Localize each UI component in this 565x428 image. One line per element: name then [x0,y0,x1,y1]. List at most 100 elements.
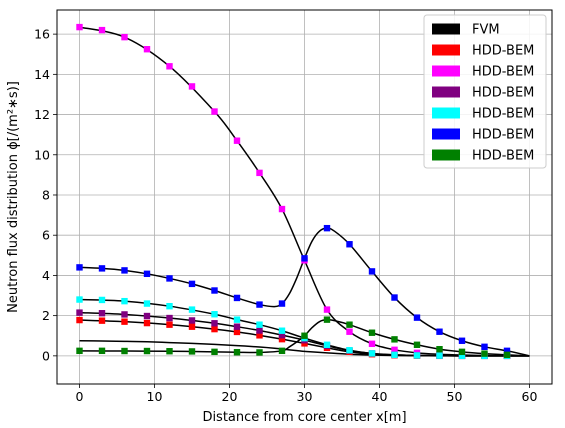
x-tick-label: 60 [522,389,538,404]
x-tick-label: 30 [297,389,313,404]
x-axis-label: Distance from core center x[m] [202,410,406,425]
data-point [323,341,331,348]
data-point [256,169,263,177]
data-point [166,63,173,70]
data-point [391,336,398,343]
ticks: 0 10 20 30 40 50 60 0 2 4 6 8 10 12 14 16 [34,27,537,404]
y-tick-label: 2 [42,308,50,323]
data-point [413,314,421,321]
data-point [121,311,128,318]
data-point [233,323,241,330]
data-point [233,328,241,336]
y-tick-label: 10 [34,147,50,162]
data-point [323,306,331,313]
data-point [166,314,173,322]
data-point [98,317,106,324]
data-point [211,325,218,333]
data-point [391,351,398,359]
data-point [278,335,286,343]
legend-swatch [432,65,460,77]
legend-label: HDD-BEM [472,149,534,164]
data-point [323,316,331,323]
data-point [211,108,218,115]
data-point [436,352,443,359]
data-point [166,321,173,328]
legend-label: HDD-BEM [472,65,534,80]
legend-swatch [432,86,460,98]
data-point [323,224,331,232]
data-point [98,347,106,355]
data-point [458,352,466,360]
data-point [368,340,376,347]
legend: FVM HDD-BEM HDD-BEM HDD-BEM HDD-BEM HDD-BEM HD… [423,14,547,169]
y-tick-label: 4 [42,268,50,283]
x-tick-label: 40 [372,389,388,404]
data-point [413,352,421,359]
y-tick-label: 0 [42,348,50,363]
data-point [278,331,286,339]
data-point [98,296,106,304]
data-point [211,311,218,318]
data-point [211,320,218,327]
legend-label: FVM [472,23,500,38]
data-point [188,348,196,355]
data-point [368,268,376,275]
data-point [481,343,488,351]
data-point [76,23,83,31]
data-point [121,33,128,41]
legend-swatch [432,128,460,140]
data-point [481,350,488,357]
data-point [143,319,151,327]
y-tick-label: 16 [34,27,50,42]
data-point [256,332,263,339]
data-point [166,275,173,282]
data-point [98,310,106,317]
legend-label: HDD-BEM [472,86,534,101]
data-point [211,348,218,356]
y-tick-label: 8 [42,187,50,202]
legend-label: HDD-BEM [472,107,534,122]
data-point [346,347,353,354]
data-point [121,297,128,305]
data-point [278,327,286,334]
data-point [121,318,128,325]
y-axis-label: Neutron flux distribution ϕ[/(m²∗s)] [6,81,21,313]
data-point [121,347,128,355]
data-point [278,300,286,307]
data-point [503,351,511,359]
data-point [256,321,263,328]
data-point [256,327,263,334]
y-tick-label: 6 [42,228,50,243]
data-point [188,306,196,313]
data-point [301,340,308,347]
data-point [143,312,151,320]
series-markers-5 [76,224,511,355]
data-point [143,46,151,53]
data-point [256,301,263,308]
data-point [278,347,286,355]
data-point [233,137,241,144]
x-tick-label: 50 [447,389,463,404]
data-point [143,300,151,307]
data-point [503,347,511,355]
data-point [76,264,83,271]
data-point [98,26,106,34]
data-point [76,347,83,355]
data-point [458,337,466,344]
legend-swatch [432,107,460,119]
data-point [233,349,241,356]
data-point [368,329,376,336]
data-point [346,321,353,328]
data-point [188,323,196,330]
data-point [346,241,353,248]
data-point [76,309,83,316]
x-tick-label: 20 [222,389,238,404]
data-point [436,328,443,335]
data-point [413,341,421,348]
data-point [368,350,376,357]
data-point [166,302,173,310]
data-point [76,296,83,303]
x-tick-label: 0 [76,389,84,404]
legend-swatch [432,23,460,35]
